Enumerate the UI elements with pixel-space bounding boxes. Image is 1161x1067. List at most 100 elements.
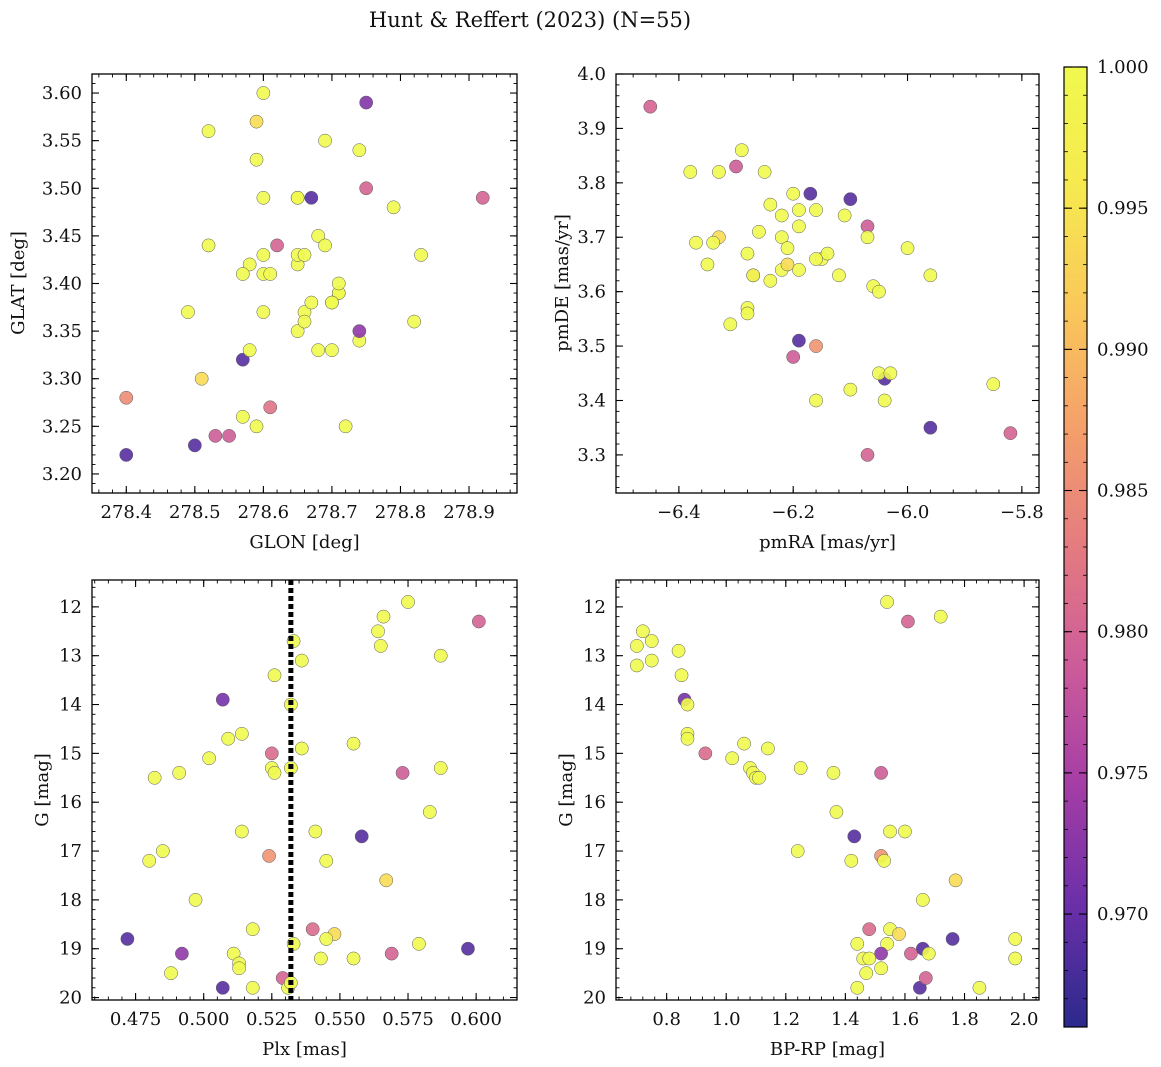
scatter-point xyxy=(850,936,865,951)
colorbar-tick-label: 0.980 xyxy=(1097,622,1149,643)
scatter-point xyxy=(945,932,960,946)
colorbar-tick-label: 0.970 xyxy=(1097,904,1149,925)
scatter-point xyxy=(215,692,230,707)
panels: 278.4 278.5 278.6 278.7 278.8 278.9 3.20 3.25 3.… xyxy=(8,64,1044,1060)
x-tick-label: 1.2 xyxy=(771,1009,800,1030)
scatter-point xyxy=(862,922,877,937)
scatter-point xyxy=(809,252,823,266)
scatter-point xyxy=(245,980,260,995)
scatter-point xyxy=(352,324,367,338)
scatter-point xyxy=(155,844,170,858)
x-tick-label: −5.8 xyxy=(1000,502,1044,523)
scatter-point xyxy=(829,805,844,819)
x-tick-label: 2.0 xyxy=(1010,1009,1039,1030)
scatter-point xyxy=(201,238,216,253)
scatter-point xyxy=(923,420,938,435)
scatter-point xyxy=(792,203,806,217)
scatter-point xyxy=(933,609,948,624)
scatter-point xyxy=(311,343,326,358)
scatter-point xyxy=(761,741,775,756)
scatter-point xyxy=(215,980,230,995)
x-tick-label: 1.4 xyxy=(831,1009,860,1030)
y-tick-label: 14 xyxy=(583,695,606,716)
scatter-point xyxy=(844,853,859,868)
scatter-point xyxy=(809,339,823,353)
colorbar-tick-label: 0.975 xyxy=(1097,763,1149,784)
scatter-point xyxy=(414,248,428,262)
x-tick-label: −6.0 xyxy=(886,502,930,523)
scatter-point xyxy=(948,873,963,888)
y-tick-label: 19 xyxy=(59,939,82,960)
scatter-point xyxy=(826,766,841,780)
scatter-point xyxy=(883,366,898,381)
scatter-point xyxy=(792,263,806,277)
scatter-point xyxy=(331,276,346,291)
scatter-point xyxy=(883,824,897,839)
scatter-point xyxy=(235,267,250,281)
scatter-point xyxy=(1008,932,1023,946)
scatter-point xyxy=(780,257,795,272)
scatter-point xyxy=(874,766,888,780)
scatter-point xyxy=(325,343,339,358)
y-tick-label: 3.7 xyxy=(577,227,606,248)
scatter-point xyxy=(311,229,326,243)
scatter-point xyxy=(792,333,806,348)
scatter-point xyxy=(740,306,755,321)
scatter-point xyxy=(181,305,195,319)
x-tick-label: 1.6 xyxy=(891,1009,920,1030)
scatter-point xyxy=(433,648,448,663)
scatter-point xyxy=(376,609,391,624)
x-axis-label: Plx [mas] xyxy=(262,1039,347,1060)
scatter-point xyxy=(774,230,789,245)
scatter-point xyxy=(290,190,305,205)
scatter-point xyxy=(371,624,385,639)
scatter-point xyxy=(249,114,264,129)
x-tick-label: 0.525 xyxy=(246,1009,298,1030)
scatter-point xyxy=(304,190,319,205)
scatter-point xyxy=(725,751,740,766)
scatter-point xyxy=(263,400,278,415)
axes-frame xyxy=(91,579,518,1001)
scatter-point xyxy=(786,186,801,201)
y-tick-label: 19 xyxy=(583,939,606,960)
scatter-point xyxy=(729,159,743,174)
y-axis-label: G [mag] xyxy=(556,753,577,826)
y-tick-label: 12 xyxy=(583,597,606,618)
y-tick-label: 3.35 xyxy=(42,321,82,342)
scatter-point xyxy=(373,639,388,653)
scatter-point xyxy=(860,230,875,245)
scatter-point xyxy=(850,980,865,995)
scatter-point xyxy=(644,653,659,668)
scatter-point xyxy=(860,448,875,462)
scatter-point xyxy=(234,824,249,839)
scatter-point xyxy=(202,751,216,766)
y-tick-label: 15 xyxy=(59,743,82,764)
scatter-point xyxy=(461,941,475,956)
scatter-point xyxy=(221,731,236,746)
scatter-point xyxy=(319,853,334,868)
scatter-point xyxy=(433,761,448,775)
y-axis-label: pmDE [mas/yr] xyxy=(552,214,573,352)
scatter-point xyxy=(164,966,178,980)
y-tick-label: 3.30 xyxy=(42,369,82,390)
scatter-point xyxy=(757,165,772,179)
y-tick-label: 3.25 xyxy=(42,416,82,437)
scatter-point xyxy=(862,951,877,966)
scatter-point xyxy=(264,746,279,761)
scatter-point xyxy=(384,946,399,961)
scatter-point xyxy=(790,844,805,858)
scatter-point xyxy=(188,893,203,907)
scatter-point xyxy=(305,922,320,937)
scatter-point xyxy=(809,203,823,217)
scatter-point xyxy=(712,165,726,179)
scatter-point xyxy=(234,726,249,741)
scatter-point xyxy=(208,429,223,443)
scatter-point xyxy=(746,268,761,283)
scatter-point xyxy=(304,295,319,310)
x-tick-label: 278.5 xyxy=(169,502,221,523)
x-tick-label: −6.2 xyxy=(771,502,815,523)
scatter-point xyxy=(763,273,778,288)
scatter-point xyxy=(904,946,918,961)
scatter-point xyxy=(235,352,250,367)
